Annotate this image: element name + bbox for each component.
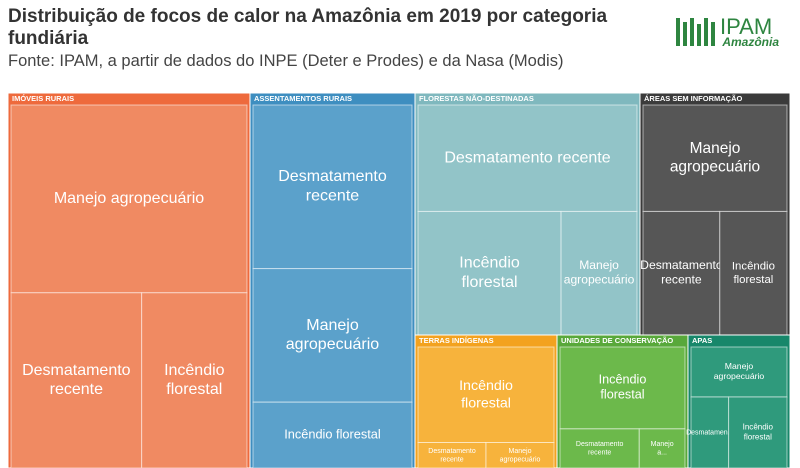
item: [417, 442, 487, 468]
item-label: Manejo a...: [651, 441, 674, 456]
item: [417, 104, 638, 212]
item: [728, 396, 788, 468]
item: [559, 428, 640, 468]
group-label: ÁREAS SEM INFORMAÇÃO: [644, 94, 743, 103]
item: [252, 401, 413, 468]
item-label: Incêndio florestal: [164, 362, 225, 398]
item-label: Desmatamento recente: [278, 168, 387, 204]
group-label: APAS: [692, 336, 712, 345]
item-label: Manejo agropecuário: [714, 361, 765, 381]
chart-title: Distribuição de focos de calor na Amazôn…: [8, 6, 608, 49]
group-label: UNIDADES DE CONSERVAÇÃO: [561, 336, 673, 345]
item-label: Desmatamento recente: [22, 362, 131, 398]
item-label: Manejo agropecuário: [564, 258, 635, 287]
group-label: ASSENTAMENTOS RURAIS: [254, 94, 352, 103]
item-label: Manejo agropecuário: [670, 140, 760, 176]
logo-tagline: Amazônia: [721, 35, 779, 49]
item-label: Desmatamento recente: [444, 149, 610, 166]
item: [485, 442, 555, 468]
item-label: Manejo agropecuário: [54, 190, 204, 207]
item: [690, 396, 730, 468]
item-label: Incêndio florestal: [284, 426, 381, 441]
group-label: FLORESTAS NÃO-DESTINADAS: [419, 94, 534, 103]
item: [559, 346, 686, 430]
item-label: Incêndio florestal: [599, 373, 647, 402]
logo-icon: [676, 18, 715, 46]
logo-name: IPAM: [720, 14, 772, 39]
item: [10, 292, 143, 468]
item: [560, 210, 638, 336]
item-label: Desmatamento recente: [640, 258, 723, 287]
group-label: IMÓVEIS RURAIS: [12, 94, 74, 103]
item: [252, 268, 413, 403]
item: [638, 428, 686, 468]
group-label: TERRAS INDÍGENAS: [419, 336, 494, 345]
item-label: Desmatamento recente: [576, 441, 624, 456]
item-label: Manejo agropecuário: [500, 448, 541, 463]
item: [252, 104, 413, 270]
item: [417, 210, 562, 336]
item-label: Incêndio florestal: [732, 260, 775, 286]
item: [690, 346, 788, 398]
chart-subtitle: Fonte: IPAM, a partir de dados do INPE (…: [8, 52, 564, 70]
item-label: Incêndio florestal: [459, 255, 520, 291]
item: [10, 104, 248, 294]
item: [642, 104, 788, 212]
item: [141, 292, 248, 468]
item: [417, 346, 555, 444]
item-label: Incêndio florestal: [743, 423, 774, 442]
item-label: Manejo agropecuário: [286, 317, 380, 353]
item-label: Desmatamen...: [686, 429, 734, 436]
item-label: Incêndio florestal: [459, 378, 513, 411]
item-label: Desmatamento recente: [428, 448, 476, 463]
